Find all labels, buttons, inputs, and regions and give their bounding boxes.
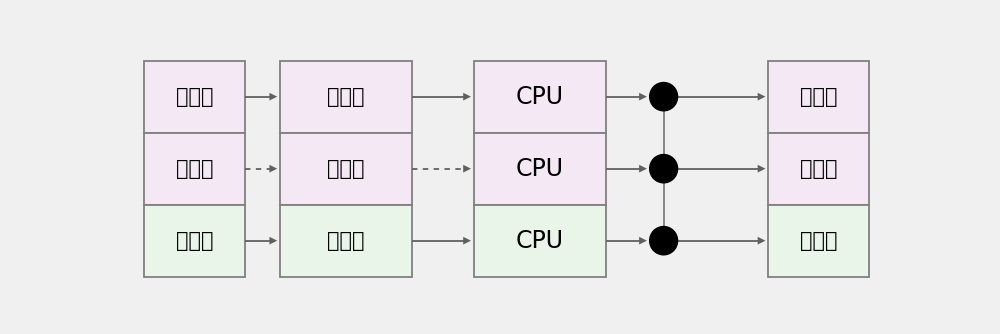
Text: 传感器: 传感器 <box>176 87 214 107</box>
FancyBboxPatch shape <box>474 205 606 277</box>
Text: CPU: CPU <box>516 229 564 253</box>
FancyBboxPatch shape <box>280 133 412 205</box>
Text: 输出板: 输出板 <box>800 87 837 107</box>
Text: 采集板: 采集板 <box>327 159 365 179</box>
FancyBboxPatch shape <box>474 61 606 133</box>
FancyBboxPatch shape <box>280 61 412 133</box>
Text: 输出板: 输出板 <box>800 159 837 179</box>
FancyBboxPatch shape <box>280 205 412 277</box>
Text: 采集板: 采集板 <box>327 87 365 107</box>
FancyBboxPatch shape <box>144 61 245 133</box>
Text: 采集板: 采集板 <box>327 231 365 251</box>
Ellipse shape <box>650 82 678 111</box>
FancyBboxPatch shape <box>768 133 869 205</box>
FancyBboxPatch shape <box>768 61 869 133</box>
Text: 传感器: 传感器 <box>176 159 214 179</box>
Text: 输出板: 输出板 <box>800 231 837 251</box>
Text: CPU: CPU <box>516 85 564 109</box>
FancyBboxPatch shape <box>144 205 245 277</box>
Text: 传感器: 传感器 <box>176 231 214 251</box>
Ellipse shape <box>650 226 678 255</box>
Text: CPU: CPU <box>516 157 564 181</box>
FancyBboxPatch shape <box>144 133 245 205</box>
FancyBboxPatch shape <box>768 205 869 277</box>
Ellipse shape <box>650 155 678 183</box>
FancyBboxPatch shape <box>474 133 606 205</box>
